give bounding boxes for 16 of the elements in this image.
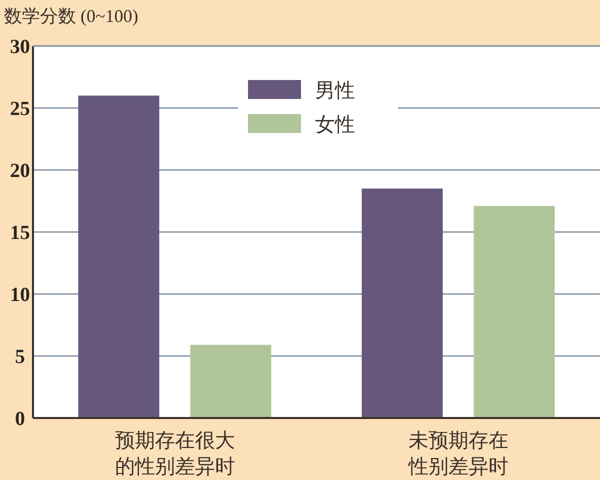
legend-label: 女性 — [315, 114, 355, 136]
y-tick-label: 15 — [10, 222, 30, 244]
legend-label: 男性 — [315, 80, 355, 102]
y-tick-label: 5 — [15, 346, 25, 368]
x-tick-label: 预期存在很大的性别差异时 — [114, 430, 235, 478]
x-tick-label: 未预期存在性别差异时 — [407, 430, 508, 478]
y-tick-label: 25 — [10, 98, 30, 120]
chart-title: 数学分数 (0~100) — [4, 6, 138, 26]
y-tick-label: 20 — [10, 160, 30, 182]
y-tick-label: 10 — [10, 284, 30, 306]
bar — [474, 206, 555, 418]
y-tick-label: 0 — [15, 408, 25, 430]
bar — [362, 188, 443, 418]
bar — [190, 344, 272, 418]
bar — [78, 96, 160, 418]
y-tick-label: 30 — [10, 36, 30, 58]
